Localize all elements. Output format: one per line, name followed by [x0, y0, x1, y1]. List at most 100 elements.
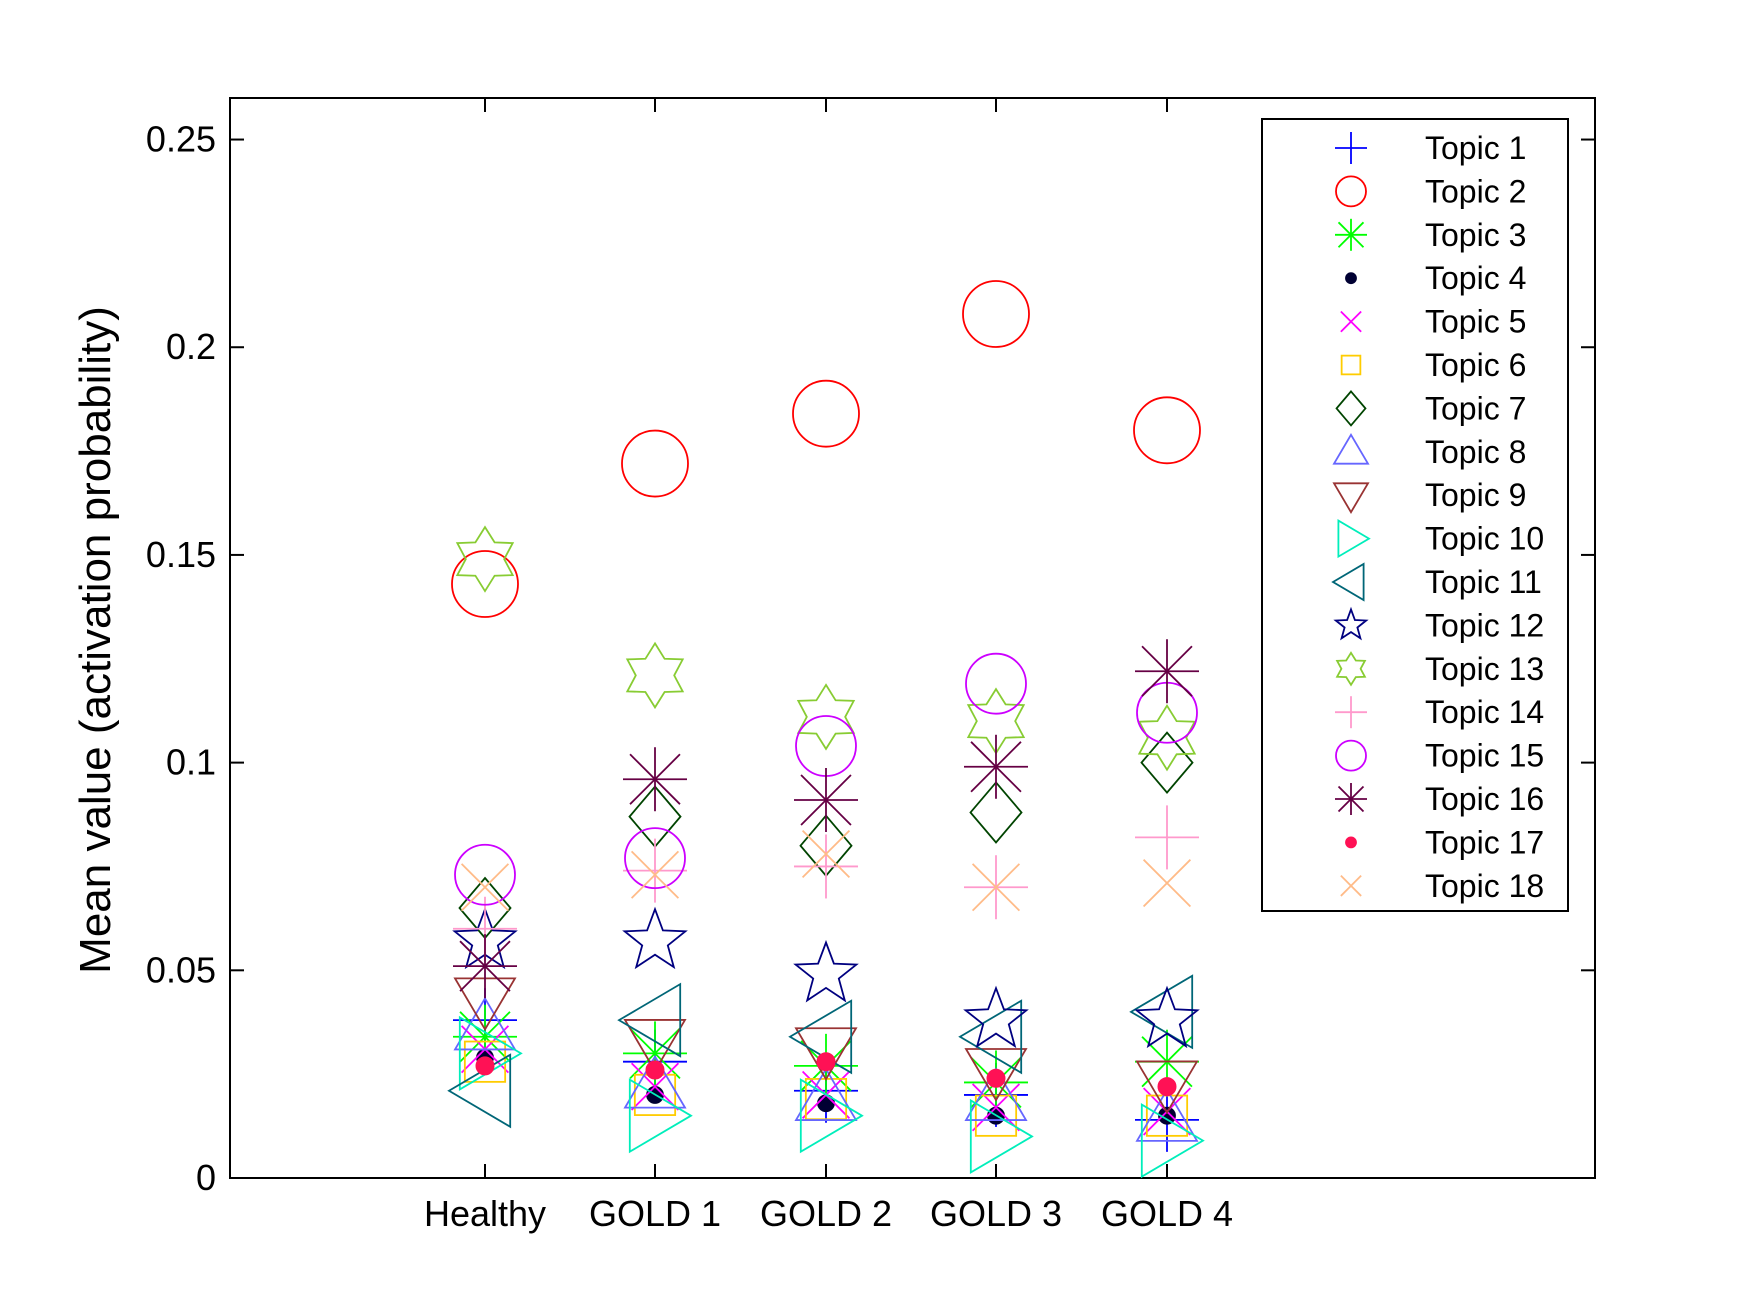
data-point: [974, 1094, 1018, 1137]
legend-item: Topic 12: [1333, 606, 1544, 643]
data-point: [794, 1027, 858, 1082]
legend-label: Topic 17: [1425, 824, 1544, 860]
legend-marker: [1331, 562, 1365, 602]
data-point: [1135, 1060, 1199, 1115]
legend-label: Topic 13: [1425, 651, 1544, 687]
data-point: [624, 827, 686, 890]
legend-marker: [1345, 272, 1357, 285]
data-point: [1134, 985, 1200, 1049]
legend-item: Topic 5: [1340, 304, 1526, 340]
data-point: [796, 683, 856, 751]
legend-label: Topic 3: [1425, 217, 1526, 253]
legend-label: Topic 8: [1425, 434, 1526, 470]
data-point: [816, 1052, 836, 1072]
y-axis: 0 0.05 0.1 0.15 0.2 0.25: [146, 119, 1595, 1198]
legend-item: Topic 17: [1345, 824, 1544, 860]
legend-item: Topic 13: [1335, 651, 1544, 687]
legend-item: Topic 15: [1335, 738, 1544, 774]
x-tick-label: GOLD 1: [589, 1193, 721, 1234]
data-point: [451, 550, 519, 618]
data-point: [1137, 703, 1197, 772]
data-point: [645, 1060, 665, 1080]
legend-item: Topic 7: [1335, 390, 1526, 427]
y-tick-label: 0.05: [146, 949, 216, 990]
data-point: [630, 850, 680, 899]
legend-marker: [1335, 696, 1367, 729]
legend-item: Topic 14: [1335, 694, 1544, 730]
legend-marker: [1333, 606, 1369, 641]
y-tick-label: 0.1: [166, 742, 216, 783]
data-point: [794, 768, 858, 832]
data-point: [792, 379, 860, 448]
data-point: [1142, 859, 1192, 908]
legend-marker: [1337, 519, 1371, 559]
legend-label: Topic 4: [1425, 260, 1526, 296]
data-point: [625, 641, 685, 710]
legend-label: Topic 11: [1425, 564, 1542, 600]
legend-item: Topic 11: [1331, 562, 1542, 602]
data-point: [969, 781, 1023, 844]
legend-item: Topic 8: [1332, 433, 1526, 470]
legend-item: Topic 6: [1340, 347, 1526, 383]
data-point: [1135, 805, 1199, 870]
data-point: [617, 982, 682, 1058]
legend-label: Topic 2: [1425, 173, 1526, 209]
legend-item: Topic 18: [1340, 868, 1544, 904]
legend-marker: [1340, 875, 1362, 897]
data-markers: [447, 280, 1205, 1179]
x-tick-label: GOLD 3: [930, 1193, 1062, 1234]
legend-label: Topic 14: [1425, 694, 1544, 730]
legend-label: Topic 18: [1425, 868, 1544, 904]
legend-marker: [1335, 783, 1367, 815]
data-point: [1140, 1103, 1205, 1179]
data-point: [623, 1019, 687, 1073]
data-point: [623, 1054, 687, 1109]
data-point: [621, 429, 689, 498]
y-tick-label: 0: [196, 1157, 216, 1198]
data-point: [1140, 731, 1194, 795]
y-tick-label: 0.15: [146, 534, 216, 575]
data-point: [793, 939, 859, 1003]
x-tick-label: GOLD 2: [760, 1193, 892, 1234]
data-point: [1135, 639, 1199, 704]
legend-marker: [1335, 390, 1367, 427]
legend-item: Topic 2: [1335, 173, 1526, 209]
data-point: [623, 838, 687, 903]
legend-label: Topic 6: [1425, 347, 1526, 383]
legend-marker: [1335, 739, 1367, 772]
legend-marker: [1332, 482, 1370, 514]
y-axis-label: Mean value (activation probability): [71, 306, 120, 974]
data-point: [962, 280, 1030, 348]
data-point: [971, 863, 1021, 912]
data-point: [630, 1062, 680, 1111]
data-point: [1158, 1106, 1176, 1125]
legend-marker: [1340, 354, 1362, 376]
data-point: [628, 1078, 693, 1154]
data-point: [964, 1048, 1028, 1102]
legend-box: [1261, 118, 1569, 912]
legend-label: Topic 15: [1425, 738, 1544, 774]
legend-label: Topic 9: [1425, 477, 1526, 513]
data-point: [971, 1083, 1021, 1132]
x-tick-label: GOLD 4: [1101, 1193, 1233, 1234]
data-point: [453, 934, 517, 999]
data-point: [794, 834, 858, 899]
data-point: [965, 652, 1027, 715]
data-point: [969, 1098, 1034, 1175]
data-point: [460, 863, 510, 912]
x-axis: Healthy GOLD 1 GOLD 2 GOLD 3 GOLD 4: [424, 98, 1233, 1234]
data-point: [454, 843, 516, 906]
data-point: [1129, 974, 1194, 1050]
y-tick-label: 0.2: [166, 326, 216, 367]
legend-item: Topic 1: [1335, 130, 1526, 166]
legend-item: Topic 10: [1337, 519, 1544, 559]
data-point: [986, 1068, 1006, 1088]
legend-label: Topic 1: [1425, 130, 1526, 166]
x-tick-label: Healthy: [424, 1193, 546, 1234]
legend-item: Topic 9: [1332, 477, 1526, 514]
legend-item: Topic 4: [1345, 260, 1526, 296]
legend-marker: [1335, 218, 1367, 251]
data-point: [964, 1067, 1028, 1121]
data-point: [964, 734, 1028, 799]
